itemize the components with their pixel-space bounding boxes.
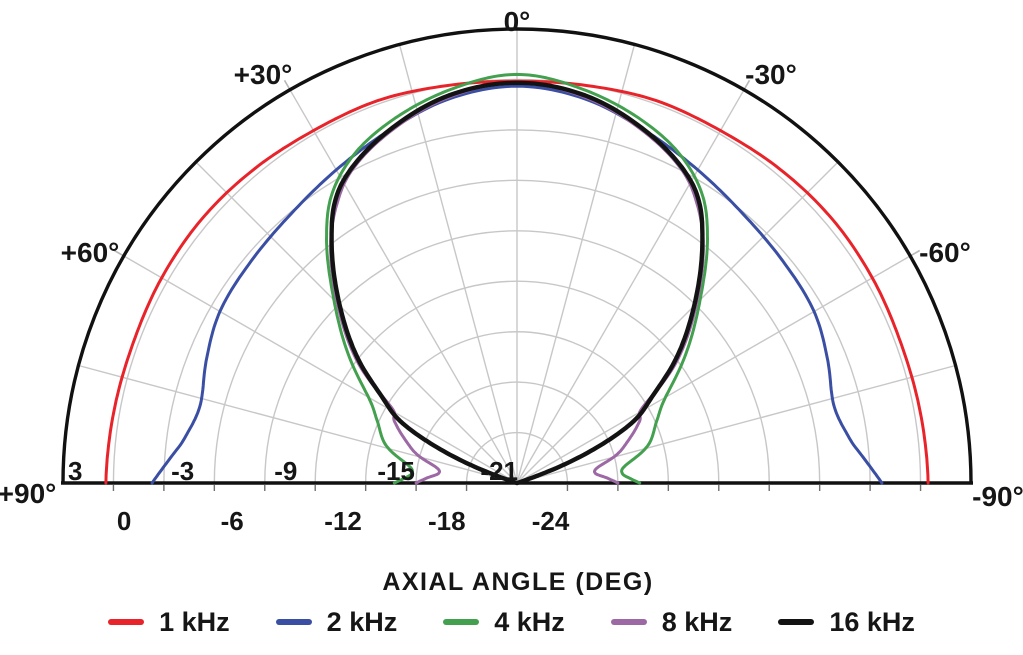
db-label-upper: -3 (171, 456, 194, 486)
grid-circle (415, 381, 619, 484)
legend-swatch (778, 619, 815, 625)
grid-spoke (516, 364, 956, 484)
db-label-lower: -12 (324, 506, 362, 536)
grid-spoke (516, 44, 636, 484)
grid-circle (112, 78, 922, 484)
grid-spoke (516, 161, 839, 484)
db-label-upper: -15 (377, 456, 415, 486)
grid-circle (163, 129, 871, 484)
db-label-lower: -18 (428, 506, 466, 536)
legend-item: 4 kHz (443, 607, 565, 638)
db-label-upper: -9 (274, 456, 297, 486)
angle-label: +60° (61, 237, 120, 268)
angle-label: 0° (504, 6, 531, 37)
series-curve-2-khz (150, 84, 884, 485)
angle-tick (283, 79, 291, 91)
db-label-lower: 0 (117, 506, 131, 536)
angle-tick (743, 79, 751, 91)
legend-item: 1 kHz (108, 607, 230, 638)
angle-label: +90° (0, 478, 56, 509)
grid-circle (364, 331, 670, 484)
legend-item: 2 kHz (275, 606, 398, 638)
angle-tick (909, 249, 921, 257)
grid-circle (213, 179, 821, 484)
grid-spoke (516, 89, 745, 484)
legend-label: 16 kHz (829, 606, 915, 637)
grid-circle (264, 230, 770, 484)
legend-label: 8 kHz (661, 606, 733, 637)
grid-circle (314, 280, 720, 484)
axis-title: AXIAL ANGLE (DEG) (382, 568, 653, 596)
grid-spoke (123, 255, 518, 484)
legend-label: 4 kHz (494, 606, 565, 637)
legend-label: 2 kHz (326, 606, 398, 637)
series-curve-4-khz (325, 72, 709, 485)
legend-swatch (275, 619, 312, 625)
angle-label: +30° (234, 59, 293, 90)
angle-tick (113, 249, 125, 257)
angle-label: -60° (919, 237, 971, 268)
grid-spoke (78, 364, 518, 484)
legend-swatch (108, 619, 145, 625)
legend-item: 8 kHz (610, 606, 733, 638)
db-label-lower: -24 (532, 506, 570, 536)
outer-arc (61, 27, 973, 484)
legend-swatch (443, 619, 480, 625)
angle-label: -90° (972, 481, 1023, 512)
db-label-upper: 3 (68, 456, 82, 486)
legend-label: 1 kHz (159, 606, 230, 637)
angle-label: -30° (745, 59, 797, 90)
grid-circle (465, 432, 569, 484)
grid-spoke (398, 44, 518, 484)
db-label-lower: -6 (221, 506, 244, 536)
grid-spoke (195, 161, 518, 484)
grid-spoke (289, 89, 518, 484)
db-label-upper: -21 (480, 456, 518, 486)
legend: 1 kHz 2 kHz 4 kHz 8 kHz 16 kHz (0, 601, 1023, 643)
legend-swatch (610, 619, 647, 625)
grid-spoke (516, 255, 911, 484)
legend-item: 16 kHz (778, 607, 915, 638)
series-curve-16-khz (329, 80, 705, 486)
